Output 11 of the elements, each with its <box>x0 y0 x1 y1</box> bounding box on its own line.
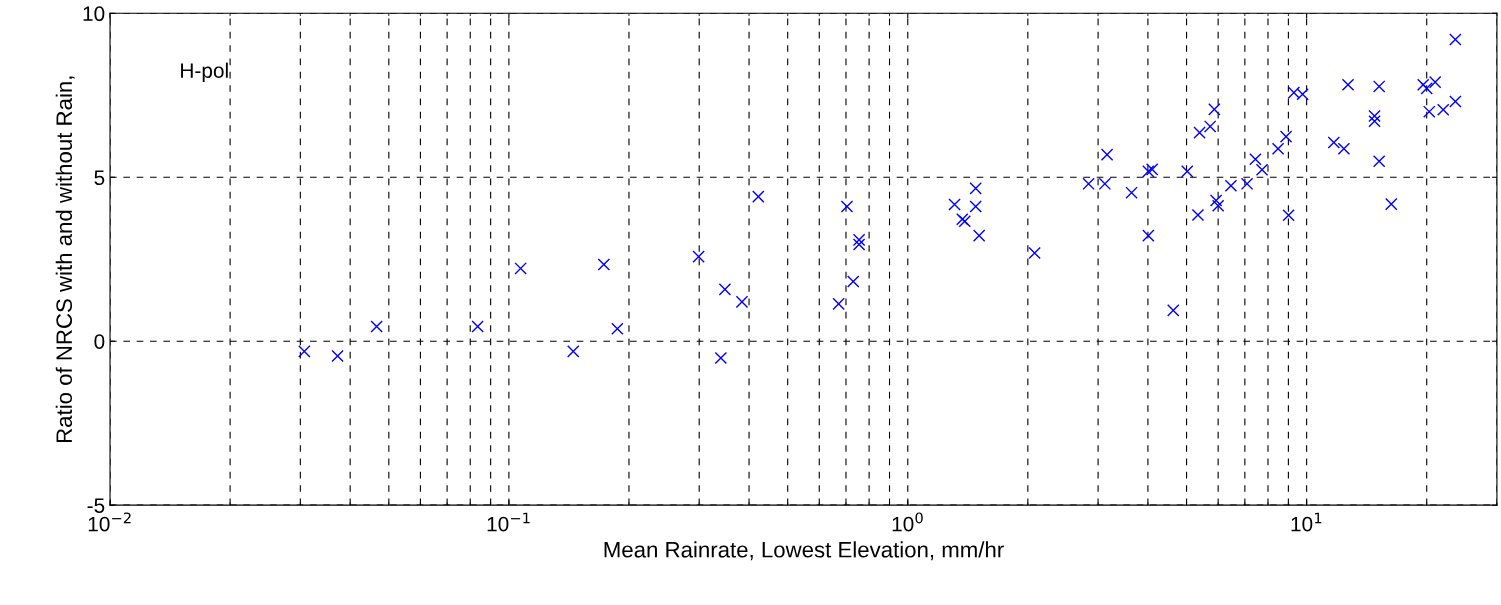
y-axis-title: Ratio of NRCS with and without Rain, <box>55 76 75 443</box>
x-axis-title: Mean Rainrate, Lowest Elevation, mm/hr <box>604 541 1004 561</box>
y-tick-label: 0 <box>94 334 105 349</box>
x-tick-label: 10$^{1}$ <box>1291 512 1322 532</box>
annotation: H-pol <box>181 62 228 83</box>
x-tick-label: 10$^{−2}$ <box>88 512 131 532</box>
y-tick-label: -5 <box>87 498 105 513</box>
x-tick-label: 10$^{−1}$ <box>487 512 530 532</box>
x-tick-label: 10$^{0}$ <box>892 512 923 532</box>
y-tick-label: 5 <box>94 170 105 186</box>
y-tick-label: 10 <box>83 6 105 22</box>
